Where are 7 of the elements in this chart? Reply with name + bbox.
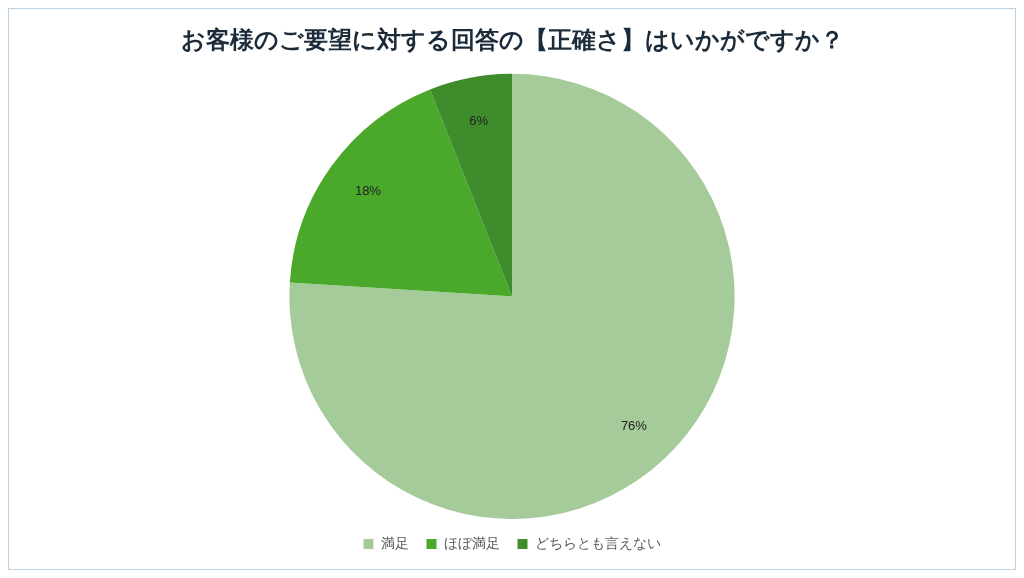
chart-title: お客様のご要望に対する回答の【正確さ】はいかがですか？	[180, 25, 844, 54]
data-label: 6%	[469, 113, 489, 129]
legend-label: 満足	[380, 534, 409, 551]
data-label: 76%	[620, 417, 648, 433]
data-label: 18%	[354, 183, 382, 199]
legend-label: ほぼ満足	[443, 534, 500, 551]
legend-label: どちらとも言えない	[534, 534, 661, 551]
